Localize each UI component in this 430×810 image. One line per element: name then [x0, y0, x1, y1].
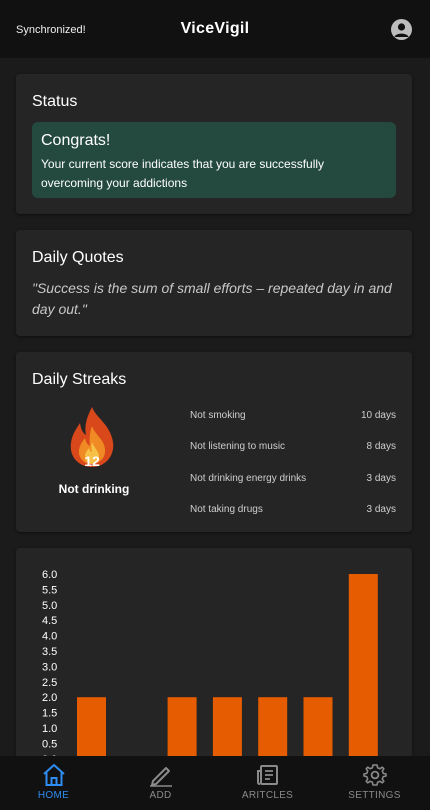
nav-home-label: HOME: [37, 790, 70, 801]
app-title: ViceVigil: [180, 20, 250, 37]
streak-row: Not smoking 10 days: [190, 410, 396, 421]
alert-message: Your current score indicates that you ar…: [41, 157, 325, 190]
nav-settings-label: SETTINGS: [348, 790, 401, 801]
chart-bar: [348, 574, 378, 759]
nav-articles-label: ARITCLES: [241, 790, 294, 801]
y-tick-label: 2.0: [42, 692, 57, 704]
streak-days: 3 days: [366, 504, 396, 515]
account-icon[interactable]: [391, 19, 412, 40]
chart-bar: [77, 697, 106, 759]
nav-add-label: ADD: [149, 790, 172, 801]
streak-row: Not drinking energy drinks 3 days: [190, 473, 396, 484]
streak-row: Not listening to music 8 days: [190, 441, 396, 452]
nav-settings[interactable]: SETTINGS: [321, 756, 428, 810]
streak-days: 10 days: [360, 410, 396, 421]
status-card: Status Congrats! Your current score indi…: [16, 74, 412, 214]
quotes-title: Daily Quotes: [32, 249, 124, 266]
quotes-card: Daily Quotes "Success is the sum of smal…: [16, 230, 412, 336]
streak-row: Not taking drugs 3 days: [190, 504, 396, 515]
bottom-navigation: HOME ADD ARITCLES SETTINGS: [0, 756, 430, 810]
y-tick-label: 4.5: [42, 615, 57, 627]
nav-articles[interactable]: ARITCLES: [214, 756, 321, 810]
alert-title: Congrats!: [41, 132, 111, 149]
y-tick-label: 1.0: [42, 723, 57, 735]
y-tick-label: 1.5: [42, 708, 57, 720]
home-icon: [43, 764, 65, 786]
chart-card: 6.05.55.04.54.03.53.02.52.01.51.00.50.0: [16, 548, 412, 768]
chart-bar: [258, 697, 288, 759]
flame-icon: [70, 407, 114, 467]
app-bar: Synchronized! ViceVigil: [0, 0, 430, 58]
streak-days: 8 days: [366, 441, 396, 452]
status-alert: Congrats! Your current score indicates t…: [32, 122, 396, 198]
y-tick-label: 0.5: [42, 738, 57, 750]
streaks-card: Daily Streaks 12 Not drinking Not smokin…: [16, 352, 412, 532]
newspaper-icon: [257, 765, 278, 785]
chart-bar: [167, 697, 197, 759]
pencil-icon: [150, 767, 172, 787]
streak-days: 3 days: [366, 473, 396, 484]
y-tick-label: 3.0: [42, 661, 57, 673]
sync-status: Synchronized!: [16, 24, 86, 36]
y-tick-label: 5.5: [42, 584, 57, 596]
streak-bar-chart: 6.05.55.04.54.03.53.02.52.01.51.00.50.0: [42, 569, 378, 766]
y-tick-label: 3.5: [42, 646, 57, 658]
streaks-title: Daily Streaks: [32, 371, 127, 388]
y-tick-label: 6.0: [42, 569, 57, 581]
nav-add[interactable]: ADD: [107, 756, 214, 810]
gear-icon: [363, 764, 387, 786]
y-tick-label: 2.5: [42, 677, 57, 689]
streak-label: Not drinking energy drinks: [190, 473, 307, 484]
streak-label: Not listening to music: [190, 441, 286, 452]
daily-quote: "Success is the sum of small efforts – r…: [32, 280, 392, 317]
y-tick-label: 5.0: [42, 600, 57, 612]
chart-bar: [303, 697, 333, 759]
streak-label: Not taking drugs: [190, 504, 263, 515]
nav-home[interactable]: HOME: [0, 756, 107, 810]
y-tick-label: 4.0: [42, 631, 57, 643]
streak-label: Not smoking: [190, 410, 246, 421]
status-title: Status: [32, 93, 78, 110]
featured-streak-count: 12: [84, 453, 100, 469]
chart-bar: [212, 697, 242, 759]
featured-streak-label: Not drinking: [58, 482, 130, 496]
